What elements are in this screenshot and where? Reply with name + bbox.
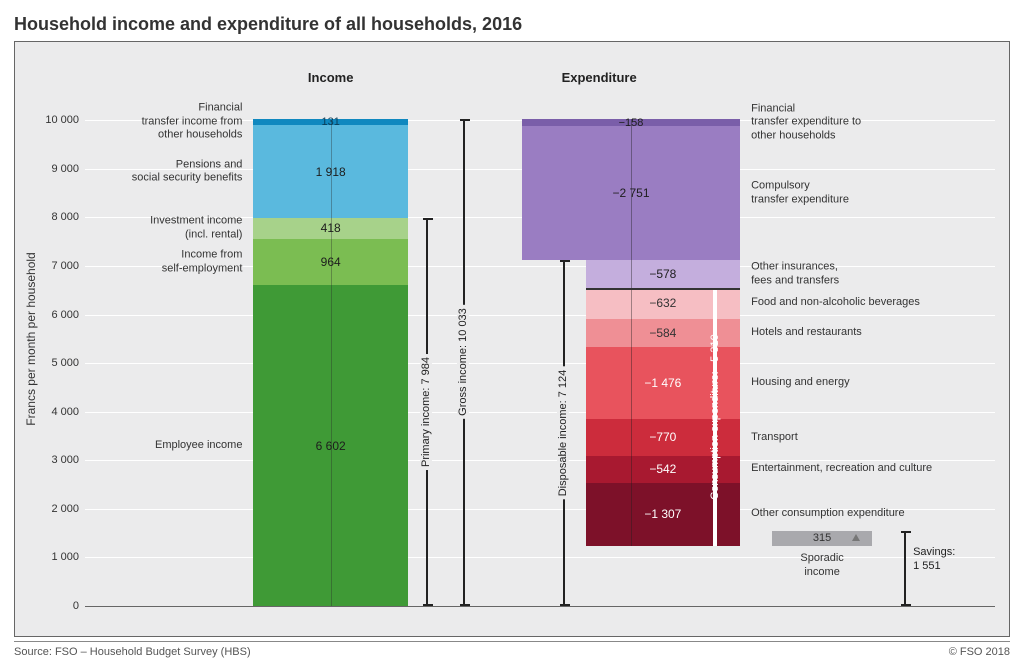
bar-label: Hotels and restaurants	[751, 326, 960, 340]
consumption-total-label: Consumption expenditure: −5 310	[709, 334, 721, 499]
chart-frame: Francs per month per household 01 0002 0…	[14, 41, 1010, 637]
y-tick-label: 0	[73, 600, 79, 612]
bar-label: Pensions andsocial security benefits	[88, 158, 243, 186]
bar-label: Housing and energy	[751, 376, 960, 390]
footer-copyright: © FSO 2018	[949, 646, 1010, 658]
y-axis-label: Francs per month per household	[24, 252, 38, 425]
chart-footer: Source: FSO – Household Budget Survey (H…	[14, 641, 1010, 658]
y-tick-label: 10 000	[45, 114, 79, 126]
consumption-top-separator	[586, 288, 741, 290]
expenditure-center-line	[631, 119, 632, 546]
consumption-segment: −632	[586, 288, 741, 319]
sporadic-label: Sporadicincome	[772, 552, 872, 580]
y-tick-label: 6 000	[51, 309, 79, 321]
bar-value: −1 307	[644, 507, 681, 521]
bar-label: Employee income	[88, 439, 243, 453]
bar-value: 315	[813, 532, 831, 544]
y-tick-label: 1 000	[51, 551, 79, 563]
x-axis	[85, 606, 995, 607]
bar-value: −1 476	[644, 376, 681, 390]
gridline	[85, 412, 995, 413]
bar-value: −542	[649, 462, 676, 476]
bar-label: Income fromself-employment	[88, 248, 243, 276]
expenditure-header: Expenditure	[522, 70, 677, 85]
footer-source: Source: FSO – Household Budget Survey (H…	[14, 646, 251, 658]
y-tick-label: 7 000	[51, 260, 79, 272]
chart-title: Household income and expenditure of all …	[14, 14, 1010, 35]
gross-income-rule-label: Gross income: 10 033	[457, 306, 469, 420]
y-tick-label: 3 000	[51, 454, 79, 466]
savings-label: Savings:1 551	[913, 545, 955, 574]
gridline	[85, 460, 995, 461]
expenditure-other-ins: −578	[586, 260, 741, 288]
y-tick-label: 4 000	[51, 406, 79, 418]
y-tick-label: 8 000	[51, 211, 79, 223]
bar-label: Investment income(incl. rental)	[88, 215, 243, 243]
y-tick-label: 9 000	[51, 163, 79, 175]
y-tick-label: 2 000	[51, 503, 79, 515]
bar-label: Financialtransfer income fromother house…	[88, 101, 243, 142]
income-header: Income	[253, 70, 408, 85]
bar-label: Compulsorytransfer expenditure	[751, 179, 960, 207]
sporadic-arrow-icon	[852, 534, 860, 541]
income-center-line	[331, 120, 332, 606]
plot-area: 01 0002 0003 0004 0005 0006 0007 0008 00…	[85, 96, 995, 606]
bar-label: Transport	[751, 431, 960, 445]
bar-label: Financialtransfer expenditure toother ho…	[751, 102, 960, 143]
bar-value: −584	[649, 326, 676, 340]
disposable-income-rule-label: Disposable income: 7 124	[557, 367, 569, 500]
bar-value: −578	[649, 267, 676, 281]
y-tick-label: 5 000	[51, 357, 79, 369]
bar-label: Other consumption expenditure	[751, 507, 960, 521]
bar-label: Other insurances,fees and transfers	[751, 260, 960, 288]
gridline	[85, 315, 995, 316]
bar-value: −770	[649, 430, 676, 444]
primary-income-rule-label: Primary income: 7 984	[420, 354, 432, 470]
bar-value: −632	[649, 296, 676, 310]
bar-label: Entertainment, recreation and culture	[751, 462, 960, 476]
bar-label: Food and non-alcoholic beverages	[751, 297, 960, 311]
savings-rule	[904, 531, 906, 606]
gridline	[85, 363, 995, 364]
